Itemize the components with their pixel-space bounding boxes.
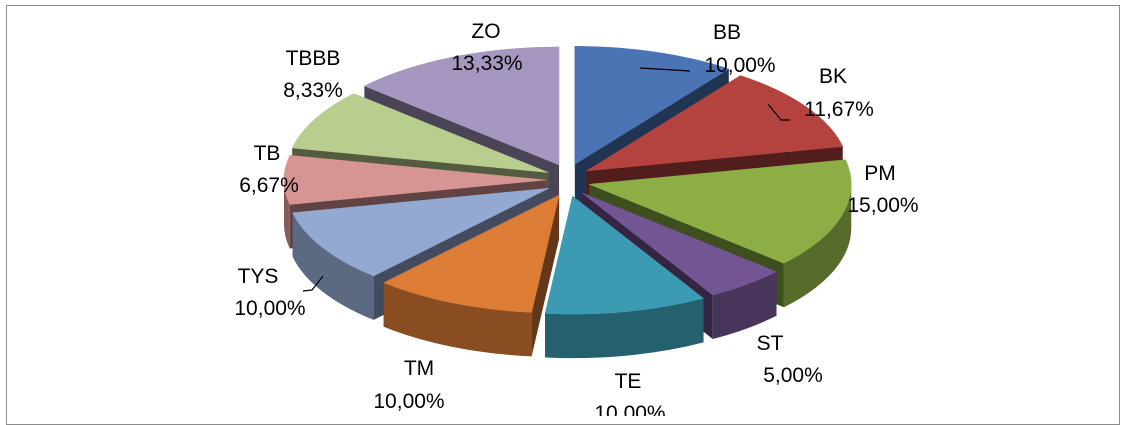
slice-te-top <box>544 195 705 315</box>
slice-bk-top <box>586 75 844 172</box>
label-tys-name: TYS <box>238 265 279 288</box>
slice-zo-top <box>363 46 560 166</box>
slice-pm-top <box>589 159 852 264</box>
slice-te-rim <box>545 298 704 359</box>
label-tb-value: 6,67% <box>239 174 299 197</box>
slice-st-top <box>581 192 778 296</box>
label-bk-name: BK <box>819 65 847 88</box>
slice-tys-top <box>292 187 550 277</box>
label-bb-name: BB <box>713 21 741 44</box>
leader-line-bb <box>639 67 691 72</box>
label-tm-value: 10,00% <box>373 390 444 413</box>
label-te-name: TE <box>615 370 642 393</box>
slice-st-rim <box>712 271 777 340</box>
pie-chart: BB 10,00% BK 11,67% PM 15,00% ST 5,00% TE 10,00% T… <box>234 20 918 416</box>
slice-tm <box>383 194 560 357</box>
slice-tb-rim <box>284 179 290 249</box>
label-tbbb-name: TBBB <box>286 47 341 70</box>
label-tm-name: TM <box>404 357 434 380</box>
label-tb-name: TB <box>254 142 281 165</box>
label-st-name: ST <box>757 332 784 355</box>
label-tbbb-value: 8,33% <box>283 79 343 102</box>
label-te-value: 10,00% <box>594 402 665 416</box>
slice-pm-rim <box>783 184 852 308</box>
slice-te <box>544 195 705 359</box>
slice-tb-top <box>283 155 547 205</box>
slice-tbbb-top <box>291 93 549 173</box>
leader-line-tys <box>302 275 324 292</box>
leader-line-bk <box>767 103 790 121</box>
slice-tm-top <box>383 194 560 313</box>
label-zo-value: 13,33% <box>451 52 522 75</box>
label-st-value: 5,00% <box>763 364 823 387</box>
label-bk-value: 11,67% <box>804 98 874 121</box>
label-bb-value: 10,00% <box>704 54 775 77</box>
label-pm-name: PM <box>864 162 896 185</box>
label-tys-value: 10,00% <box>234 297 305 320</box>
slice-bb-top <box>574 46 730 165</box>
slice-tm-rim <box>383 282 532 357</box>
label-pm-value: 15,00% <box>847 194 918 217</box>
label-zo-name: ZO <box>471 20 500 43</box>
